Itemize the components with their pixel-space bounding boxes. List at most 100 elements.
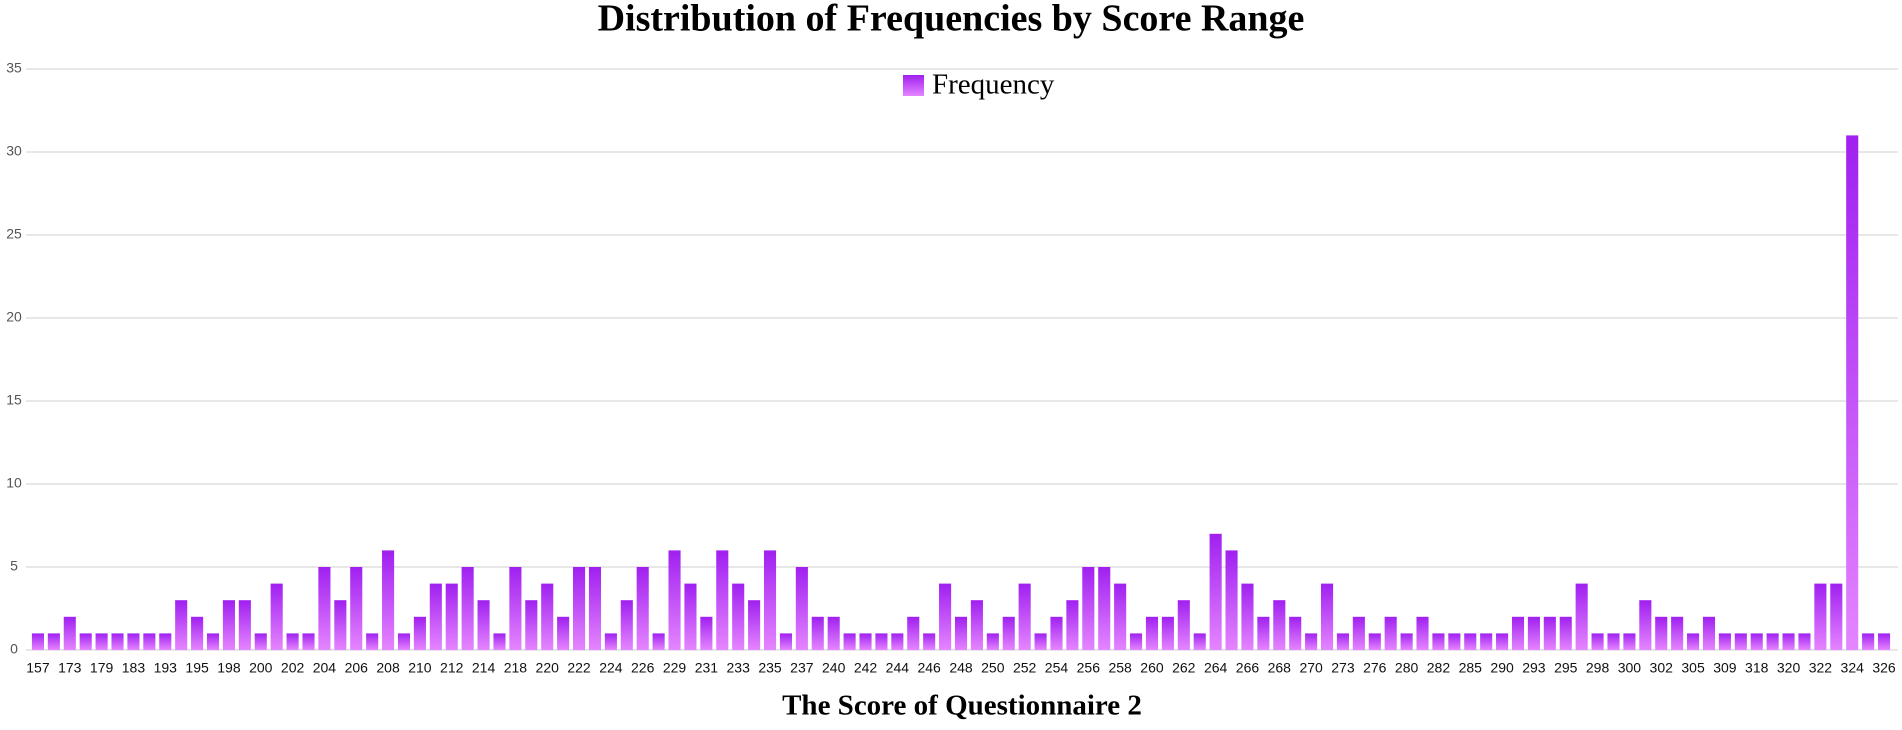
bar	[811, 616, 824, 650]
bar	[923, 633, 936, 650]
bar	[1814, 583, 1827, 650]
bar	[477, 600, 490, 650]
x-tick-label: 293	[1522, 660, 1546, 676]
bar	[1368, 633, 1381, 650]
bar	[684, 583, 697, 650]
x-tick-label: 322	[1809, 660, 1833, 676]
bar	[1145, 616, 1159, 650]
y-tick-label: 10	[6, 475, 22, 491]
bar	[700, 616, 713, 650]
bar	[1607, 633, 1620, 650]
bar	[350, 567, 363, 650]
x-tick-label: 264	[1204, 660, 1228, 676]
x-tick-label: 254	[1045, 660, 1069, 676]
x-tick-label: 246	[917, 660, 941, 676]
bar	[206, 633, 220, 650]
bar	[222, 600, 235, 650]
bar	[254, 633, 267, 650]
bar	[509, 567, 522, 650]
bar	[1432, 633, 1445, 650]
bar	[1066, 600, 1079, 650]
bar	[1718, 633, 1731, 650]
x-tick-label: 326	[1872, 660, 1896, 676]
bar	[1511, 616, 1525, 650]
bar	[1877, 633, 1891, 650]
bar	[1320, 583, 1334, 650]
bar	[382, 550, 395, 650]
bar	[907, 616, 920, 650]
bar	[716, 550, 729, 650]
bar	[1480, 633, 1493, 650]
bar	[1448, 633, 1461, 650]
bar	[1018, 583, 1031, 650]
bar	[111, 633, 124, 650]
x-tick-label: 260	[1140, 660, 1164, 676]
x-tick-label: 208	[376, 660, 400, 676]
bar	[541, 583, 554, 650]
x-tick-label: 218	[504, 660, 528, 676]
y-tick-label: 30	[6, 143, 22, 159]
x-axis-title: The Score of Questionnaire 2	[782, 690, 1142, 722]
x-tick-label: 324	[1841, 660, 1865, 676]
bar	[47, 633, 60, 650]
bar	[1241, 583, 1254, 650]
x-tick-label: 220	[536, 660, 560, 676]
x-tick-label: 206	[345, 660, 369, 676]
bar	[573, 567, 586, 650]
y-tick-label: 15	[6, 392, 22, 408]
chart-title: Distribution of Frequencies by Score Ran…	[598, 0, 1305, 40]
x-tick-label: 285	[1459, 660, 1483, 676]
x-tick-label: 202	[281, 660, 305, 676]
x-tick-label: 214	[472, 660, 496, 676]
legend-label: Frequency	[932, 69, 1055, 101]
x-tick-label: 250	[981, 660, 1005, 676]
x-tick-label: 222	[567, 660, 591, 676]
x-tick-label: 183	[122, 660, 146, 676]
bar	[859, 633, 872, 650]
bar	[1846, 135, 1859, 650]
bar	[732, 583, 745, 650]
bar	[1734, 633, 1747, 650]
bar	[413, 616, 426, 650]
bar	[31, 633, 45, 650]
bar	[891, 633, 904, 650]
x-tick-label: 198	[217, 660, 241, 676]
bar	[191, 616, 204, 650]
bar	[1193, 633, 1206, 650]
bar	[318, 567, 331, 650]
bar	[779, 633, 792, 650]
x-tick-label: 262	[1172, 660, 1196, 676]
y-tick-label: 5	[10, 558, 18, 574]
bar	[1464, 633, 1477, 650]
bar	[557, 616, 570, 650]
x-tick-label: 173	[58, 660, 82, 676]
x-tick-label: 226	[631, 660, 655, 676]
x-tick-label: 320	[1777, 660, 1801, 676]
bar	[1591, 633, 1604, 650]
bar	[1575, 583, 1588, 650]
bar	[827, 616, 840, 650]
bar	[1336, 633, 1349, 650]
bar	[1257, 616, 1270, 650]
x-tick-label: 210	[408, 660, 432, 676]
x-tick-label: 229	[663, 660, 687, 676]
y-tick-label: 0	[10, 641, 18, 657]
bar	[1209, 533, 1222, 650]
bar	[1782, 633, 1795, 650]
x-tick-label: 252	[1013, 660, 1037, 676]
x-tick-label: 258	[1108, 660, 1132, 676]
x-tick-label: 309	[1713, 660, 1737, 676]
bar	[1082, 567, 1095, 650]
bar	[1002, 616, 1015, 650]
bar	[1352, 616, 1365, 650]
x-tick-label: 157	[26, 660, 50, 676]
bar	[127, 633, 140, 650]
x-tick-label: 224	[599, 660, 623, 676]
x-tick-label: 280	[1395, 660, 1419, 676]
bar	[668, 550, 681, 650]
x-tick-label: 302	[1650, 660, 1674, 676]
x-tick-label: 240	[822, 660, 846, 676]
bar	[270, 583, 283, 650]
bar	[875, 633, 888, 650]
